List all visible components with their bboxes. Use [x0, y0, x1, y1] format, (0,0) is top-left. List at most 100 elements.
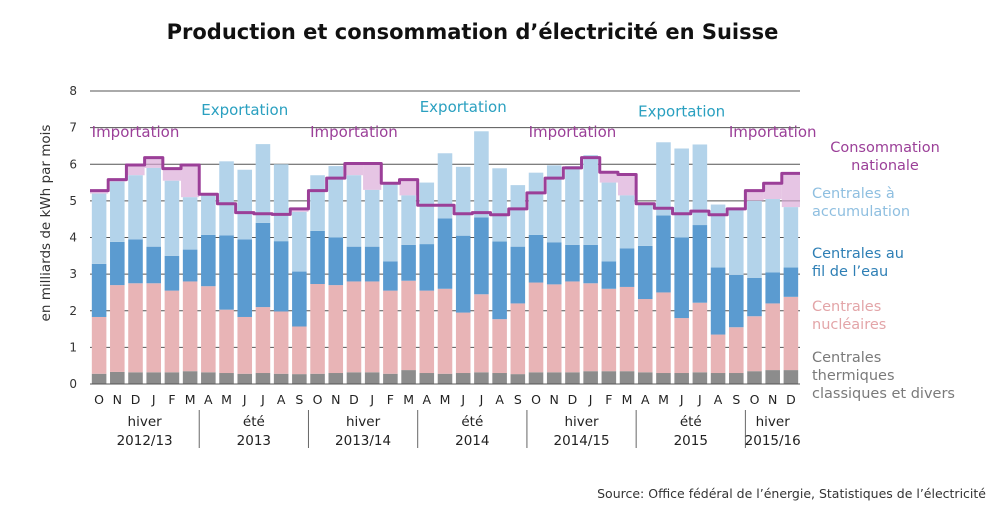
x-tick-label: M: [658, 392, 669, 407]
bar-segment-thermal: [128, 372, 143, 384]
bar-segment-run-of-river: [710, 267, 726, 335]
bar-segment-nuclear: [255, 307, 271, 374]
bar-segment-nuclear: [237, 316, 253, 374]
bar-segment-run-of-river: [619, 248, 635, 287]
season-label: hiver: [564, 414, 599, 430]
import-area: [617, 174, 637, 196]
bar-segment-storage: [710, 204, 726, 268]
bar-segment-nuclear: [310, 284, 325, 374]
bar-segment-thermal: [710, 373, 726, 384]
bar-segment-thermal: [455, 373, 471, 384]
bar-segment-thermal: [565, 372, 580, 384]
bar-segment-run-of-river: [546, 242, 562, 285]
bar-segment-storage: [346, 175, 362, 247]
bar-segment-thermal: [419, 373, 435, 384]
bar-segment-nuclear: [710, 334, 726, 374]
bar-segment-thermal: [237, 373, 253, 384]
bar-segment-storage: [619, 195, 635, 249]
bar-segment-thermal: [310, 373, 325, 384]
x-tick-label: S: [732, 392, 740, 407]
legend-label: Centrales au fil de l’eau: [812, 246, 904, 280]
annotation-label: Importation: [92, 123, 180, 141]
x-tick-label: J: [242, 392, 247, 407]
bar-segment-run-of-river: [783, 267, 799, 297]
bar-segment-thermal: [637, 372, 653, 384]
x-tick-label: O: [313, 392, 323, 407]
bar-segment-storage: [783, 207, 799, 268]
bar-segment-nuclear: [510, 303, 526, 375]
bar-segment-run-of-river: [692, 225, 708, 303]
bar-segment-nuclear: [91, 316, 107, 374]
bar-segment-thermal: [729, 373, 744, 384]
bar-segment-nuclear: [729, 327, 744, 374]
bar-segment-thermal: [110, 371, 125, 384]
import-area: [144, 157, 163, 168]
bar-segment-thermal: [747, 371, 762, 384]
season-year-label: 2015: [674, 433, 708, 449]
x-tick-label: F: [605, 392, 612, 407]
bar-segment-run-of-river: [346, 246, 362, 282]
bar-segment-nuclear: [383, 290, 398, 374]
annotation-label: Importation: [310, 123, 398, 141]
legend-line: Consommation: [830, 140, 940, 156]
bars: [91, 131, 799, 384]
bar-segment-thermal: [364, 372, 380, 384]
bar-segment-storage: [292, 211, 307, 272]
x-tick-label: J: [588, 392, 593, 407]
bar-segment-storage: [765, 199, 780, 273]
bar-segment-run-of-river: [383, 261, 398, 291]
import-area: [162, 168, 182, 181]
bar-segment-storage: [219, 161, 234, 236]
legend-line: Centrales à: [812, 186, 895, 202]
y-tick-label: 0: [69, 377, 77, 391]
bar-segment-thermal: [474, 372, 489, 384]
legend-line: classiques et divers: [812, 386, 955, 402]
bar-segment-thermal: [292, 374, 307, 384]
bar-segment-nuclear: [437, 288, 453, 374]
bar-segment-storage: [637, 202, 653, 246]
bar-segment-run-of-river: [292, 271, 307, 327]
bar-segment-storage: [237, 169, 253, 240]
import-area: [181, 164, 200, 198]
bar-segment-run-of-river: [164, 255, 180, 291]
annotation-label: Exportation: [420, 98, 507, 116]
bar-segment-run-of-river: [437, 218, 453, 289]
legend-line: fil de l’eau: [812, 264, 888, 280]
bar-segment-storage: [273, 164, 289, 242]
bar-segment-nuclear: [455, 312, 471, 374]
x-tick-label: D: [568, 392, 578, 407]
x-tick-label: O: [94, 392, 104, 407]
bar-segment-storage: [747, 200, 762, 278]
legend-label: Consommation nationale: [830, 140, 940, 174]
bar-segment-thermal: [201, 372, 216, 384]
bar-segment-run-of-river: [510, 246, 526, 304]
bar-segment-thermal: [583, 371, 598, 384]
bar-segment-nuclear: [747, 316, 762, 372]
bar-segment-run-of-river: [528, 234, 544, 283]
bar-segment-thermal: [401, 370, 416, 384]
import-area: [781, 173, 800, 208]
bar-segment-thermal: [510, 374, 526, 384]
bar-segment-run-of-river: [419, 244, 435, 291]
y-tick-label: 3: [69, 267, 77, 281]
y-tick-label: 7: [69, 121, 77, 135]
season-year-label: 2013/14: [335, 433, 391, 449]
import-area: [745, 190, 764, 201]
bar-segment-run-of-river: [583, 244, 598, 284]
bar-segment-nuclear: [346, 281, 362, 373]
bar-segment-storage: [601, 182, 617, 262]
bar-segment-thermal: [164, 372, 180, 384]
bar-segment-storage: [437, 153, 453, 219]
season-label: hiver: [346, 414, 381, 430]
bar-segment-thermal: [656, 373, 671, 384]
y-tick-label: 2: [69, 304, 77, 318]
bar-segment-storage: [510, 185, 526, 247]
import-area: [399, 179, 418, 196]
bar-segment-storage: [164, 180, 180, 256]
x-tick-label: F: [168, 392, 175, 407]
x-tick-label: M: [221, 392, 232, 407]
legend-line: Centrales au: [812, 246, 904, 262]
legend-line: thermiques: [812, 368, 895, 384]
x-tick-label: A: [495, 392, 504, 407]
